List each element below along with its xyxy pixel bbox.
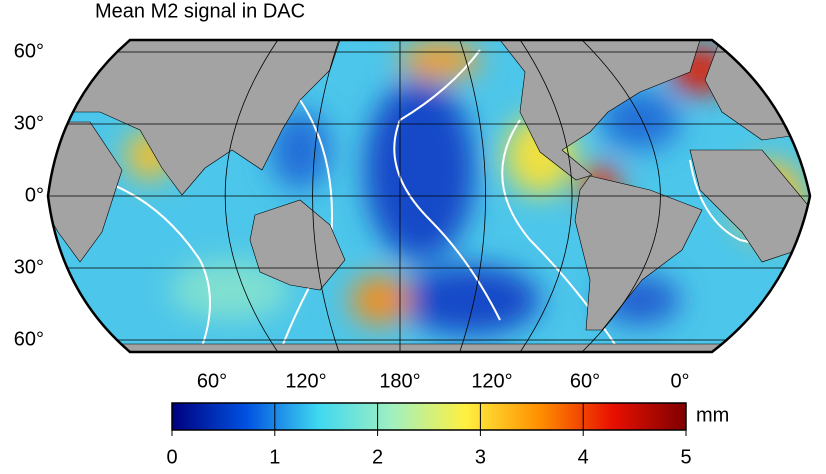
colorbar-tick-label: 0 — [166, 446, 177, 468]
colorbar — [171, 402, 687, 431]
lon-label: 60° — [570, 370, 600, 392]
lon-label: 120° — [471, 370, 512, 392]
lat-label: 30° — [14, 112, 44, 134]
colorbar-tick-label: 5 — [680, 446, 691, 468]
colorbar-tick-label: 2 — [372, 446, 383, 468]
lon-label: 0° — [670, 370, 689, 392]
graticule — [48, 40, 810, 352]
meridian — [224, 40, 279, 352]
colorbar-unit: mm — [696, 404, 729, 426]
lon-label: 60° — [197, 370, 227, 392]
lat-label: 60° — [14, 328, 44, 350]
meridian — [459, 40, 486, 352]
lon-label: 120° — [285, 370, 326, 392]
lon-label: 180° — [379, 370, 420, 392]
colorbar-tick-label: 1 — [269, 446, 280, 468]
colorbar-tick-label: 3 — [475, 446, 486, 468]
lat-label: 30° — [14, 256, 44, 278]
lat-label: 0° — [25, 184, 44, 206]
meridian — [581, 40, 661, 352]
map-frame — [46, 38, 812, 354]
colorbar-tick-label: 4 — [578, 446, 589, 468]
lat-label: 60° — [14, 40, 44, 62]
meridian — [519, 40, 573, 352]
meridian — [312, 40, 340, 352]
map — [48, 40, 810, 352]
map-title: Mean M2 signal in DAC — [95, 0, 305, 22]
